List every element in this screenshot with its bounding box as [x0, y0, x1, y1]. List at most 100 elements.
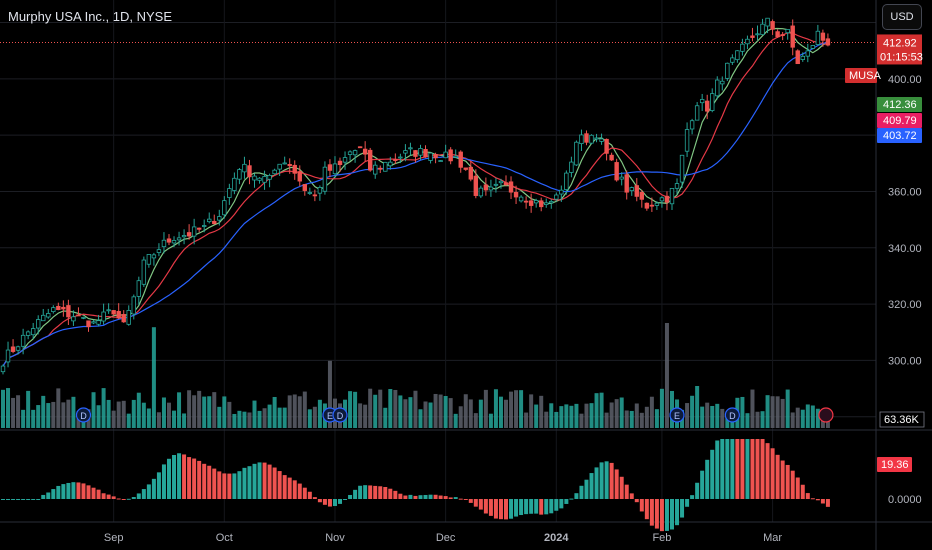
volume-bar — [393, 389, 398, 428]
volume-bar — [16, 395, 21, 428]
candle-body — [679, 154, 685, 183]
candle-body — [327, 164, 333, 171]
oscillator-bar — [458, 498, 463, 500]
candle-body — [81, 316, 86, 319]
oscillator-bar — [156, 472, 161, 499]
oscillator-bar — [569, 498, 574, 500]
volume-bar — [780, 398, 785, 428]
volume-bar — [363, 404, 368, 428]
oscillator-bar — [695, 482, 700, 499]
volume-bar — [383, 407, 388, 428]
event-marker[interactable] — [724, 407, 740, 423]
oscillator-bar — [700, 470, 705, 499]
candle-body — [227, 188, 232, 198]
candle-body — [66, 305, 71, 318]
volume-bar — [212, 392, 217, 428]
event-marker[interactable] — [669, 407, 685, 423]
volume-bar — [755, 411, 760, 428]
candle-body — [684, 129, 690, 152]
ma-slow-tag: 403.72 — [883, 130, 917, 142]
candle-body — [237, 169, 242, 180]
candle-body — [86, 320, 91, 328]
candle-body — [433, 154, 438, 159]
price-tags: MUSA 412.92 01:15:53 412.36 409.79 403.72 63.3… — [845, 34, 925, 472]
oscillator-bar — [368, 485, 373, 499]
volume-bar — [242, 411, 247, 428]
oscillator-bar — [91, 487, 96, 499]
candle-body — [483, 184, 489, 191]
oscillator-bar — [21, 499, 26, 500]
volume-bar — [151, 327, 156, 428]
candle-body — [780, 34, 785, 36]
oscillator-bar — [131, 497, 136, 499]
oscillator-bar — [735, 439, 740, 499]
oscillator-bar — [307, 491, 312, 499]
time-axis[interactable]: Sep Oct Nov Dec 2024 Feb Mar — [104, 532, 783, 544]
candle-body — [664, 195, 670, 203]
event-marker-label: D — [80, 411, 87, 421]
candle-body — [825, 38, 831, 46]
volume-bar — [664, 323, 669, 428]
candle-body — [775, 31, 780, 38]
oscillator-bar — [629, 493, 634, 499]
oscillator-bar — [730, 439, 735, 499]
volume-bar — [146, 408, 151, 428]
volume-bar — [267, 404, 272, 428]
candle-body — [629, 187, 634, 192]
oscillator-bar — [423, 494, 428, 499]
candle-body — [332, 163, 338, 175]
volume-bar — [26, 390, 31, 428]
candle-body — [488, 186, 494, 191]
volume-bar — [403, 399, 408, 428]
volume-bar — [272, 396, 277, 428]
candle-body — [25, 331, 31, 336]
candle-body — [528, 200, 534, 206]
volume-bar — [252, 400, 257, 428]
oscillator-bar — [403, 495, 408, 499]
candle-body — [10, 346, 16, 352]
alert-lightning-icon[interactable] — [818, 407, 834, 423]
price-axis-label: 360.00 — [888, 186, 922, 198]
countdown-tag: 01:15:53 — [880, 51, 923, 63]
volume-bar — [237, 410, 242, 428]
volume-bar — [368, 388, 373, 428]
candle-body — [121, 314, 126, 323]
oscillator-bar — [579, 485, 584, 499]
currency-button[interactable]: USD — [882, 4, 922, 30]
oscillator-bar — [559, 499, 564, 509]
oscillator-bar — [383, 487, 388, 499]
candle-body — [181, 235, 187, 238]
candle-body — [740, 43, 745, 52]
price-axis[interactable]: 420.00400.00380.00360.00340.00320.00300.… — [888, 18, 922, 506]
volume-bar — [66, 399, 71, 428]
candle-body — [141, 259, 147, 285]
candle-body — [166, 238, 172, 243]
volume-bars — [1, 323, 830, 428]
candle-body — [669, 188, 675, 205]
volume-bar — [765, 395, 770, 428]
oscillator-bar — [227, 473, 232, 499]
candle-body — [176, 237, 182, 241]
event-marker[interactable] — [75, 407, 92, 423]
candle-body — [51, 307, 56, 312]
candle-body — [317, 187, 323, 194]
oscillator-bar — [237, 471, 242, 499]
candle-body — [569, 161, 574, 173]
volume-bar — [654, 409, 659, 428]
candle-body — [634, 185, 639, 197]
oscillator-bar — [297, 483, 302, 499]
oscillator-bar — [287, 477, 292, 499]
candle-body — [508, 181, 514, 193]
volume-bar — [106, 399, 111, 428]
candle-body — [307, 192, 313, 194]
event-marker[interactable] — [332, 407, 348, 423]
volume-bar — [579, 413, 584, 428]
volume-bar — [418, 409, 423, 428]
volume-bar — [629, 410, 634, 428]
oscillator-bar — [498, 499, 503, 520]
volume-bar — [740, 396, 745, 428]
volume-bar — [46, 403, 51, 428]
volume-bar — [569, 405, 574, 428]
